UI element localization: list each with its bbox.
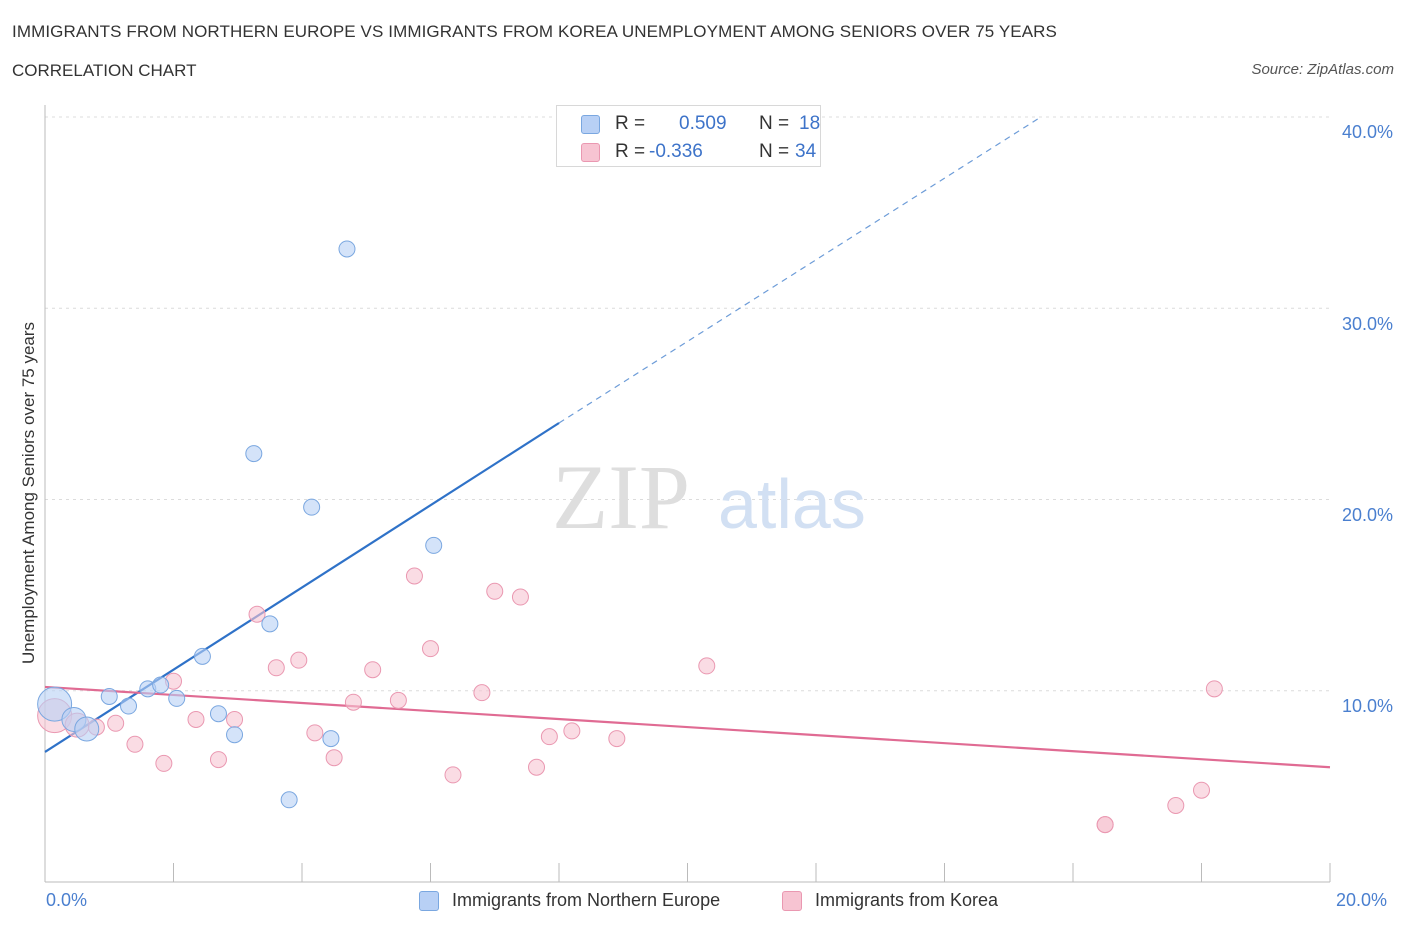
northern-europe-point-15 bbox=[322, 730, 340, 748]
x-tick-label-max: 20.0% bbox=[1336, 890, 1388, 910]
y-tick-label-30: 30.0% bbox=[1341, 314, 1393, 334]
korea-point-33 bbox=[1205, 680, 1223, 698]
northern-europe-trend-extension bbox=[558, 116, 1042, 424]
korea-point-23 bbox=[511, 588, 529, 606]
korea-point-9 bbox=[226, 710, 244, 728]
r-value: 0.509 bbox=[679, 113, 727, 134]
korea-point-30 bbox=[1096, 816, 1114, 834]
pink-swatch bbox=[581, 143, 600, 162]
watermark-zip: ZIP bbox=[552, 446, 690, 548]
blue-swatch bbox=[581, 115, 600, 134]
blue-swatch bbox=[419, 891, 439, 911]
northern-europe-point-14 bbox=[303, 498, 321, 516]
northern-europe-point-2 bbox=[74, 716, 100, 742]
northern-europe-point-17 bbox=[425, 536, 443, 554]
northern-europe-point-12 bbox=[261, 615, 279, 633]
korea-point-7 bbox=[187, 710, 205, 728]
n-value: 34 bbox=[795, 141, 817, 162]
northern-europe-point-16 bbox=[338, 240, 356, 258]
korea-point-12 bbox=[290, 651, 308, 669]
korea-point-26 bbox=[563, 722, 581, 740]
watermark-atlas: atlas bbox=[718, 465, 866, 543]
x-tick-label-min: 0.0% bbox=[46, 890, 88, 910]
korea-point-27 bbox=[608, 730, 626, 748]
n-label: N = bbox=[759, 113, 790, 134]
korea-point-10 bbox=[248, 605, 266, 623]
northern-europe-point-11 bbox=[245, 445, 263, 463]
korea-point-11 bbox=[267, 659, 285, 677]
northern-europe-point-7 bbox=[168, 689, 186, 707]
korea-point-21 bbox=[473, 684, 491, 702]
northern-europe-point-13 bbox=[280, 791, 298, 809]
y-tick-label-10: 10.0% bbox=[1341, 696, 1393, 716]
pink-swatch bbox=[782, 891, 802, 911]
y-axis-label: Unemployment Among Seniors over 75 years bbox=[19, 321, 38, 665]
northern-europe-point-4 bbox=[120, 697, 138, 715]
trend-lines bbox=[44, 116, 1331, 769]
chart-subtitle: CORRELATION CHART bbox=[12, 61, 197, 80]
correlation-legend: R = 0.509 N = 18 R = -0.336 N = 34 bbox=[556, 105, 821, 167]
korea-point-3 bbox=[107, 714, 125, 732]
korea-point-8 bbox=[209, 751, 227, 769]
r-label: R = bbox=[615, 141, 646, 162]
chart-title: IMMIGRANTS FROM NORTHERN EUROPE VS IMMIG… bbox=[12, 22, 1057, 41]
northern-europe-trend-line bbox=[44, 422, 560, 753]
korea-point-18 bbox=[405, 567, 423, 585]
legend-label: Immigrants from Korea bbox=[815, 890, 999, 910]
korea-point-4 bbox=[126, 735, 144, 753]
r-value: -0.336 bbox=[649, 141, 703, 162]
korea-point-20 bbox=[444, 766, 462, 784]
series-legend: Immigrants from Northern Europe Immigran… bbox=[0, 889, 1406, 915]
korea-point-32 bbox=[1193, 781, 1210, 799]
northern-europe-point-3 bbox=[100, 687, 118, 705]
r-label: R = bbox=[615, 113, 646, 134]
korea-point-16 bbox=[364, 661, 382, 679]
grid-lines bbox=[45, 116, 1330, 692]
watermark: ZIP atlas bbox=[552, 446, 866, 548]
korea-point-15 bbox=[344, 693, 362, 711]
korea-point-24 bbox=[528, 758, 546, 776]
korea-point-28 bbox=[698, 657, 716, 675]
n-value: 18 bbox=[799, 113, 821, 134]
legend-label: Immigrants from Northern Europe bbox=[452, 890, 721, 910]
northern-europe-point-10 bbox=[226, 726, 244, 744]
korea-trend-line bbox=[44, 685, 1331, 769]
korea-point-17 bbox=[389, 691, 407, 709]
n-label: N = bbox=[759, 141, 790, 162]
axes bbox=[44, 105, 1331, 883]
source-credit: Source: ZipAtlas.com bbox=[1251, 61, 1394, 78]
korea-point-14 bbox=[325, 749, 343, 767]
korea-point-31 bbox=[1167, 797, 1185, 814]
northern-europe-point-0 bbox=[37, 686, 73, 722]
korea-point-25 bbox=[540, 728, 558, 746]
korea-point-19 bbox=[422, 640, 439, 658]
korea-point-22 bbox=[486, 582, 504, 600]
y-tick-label-40: 40.0% bbox=[1341, 122, 1393, 142]
y-tick-label-20: 20.0% bbox=[1341, 505, 1393, 525]
northern-europe-point-8 bbox=[193, 647, 211, 665]
korea-point-5 bbox=[155, 754, 173, 772]
northern-europe-point-9 bbox=[209, 705, 227, 723]
data-points bbox=[37, 240, 1223, 834]
northern-europe-point-6 bbox=[152, 676, 170, 694]
korea-point-13 bbox=[306, 724, 324, 742]
